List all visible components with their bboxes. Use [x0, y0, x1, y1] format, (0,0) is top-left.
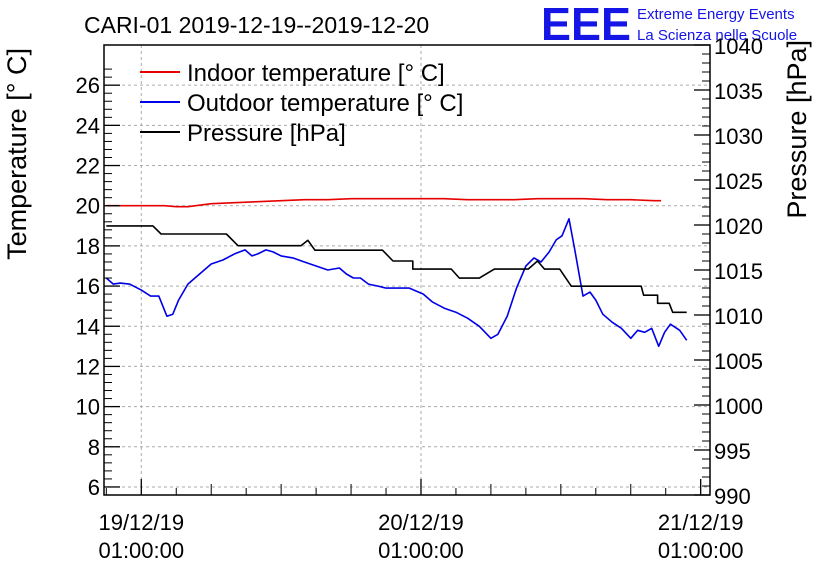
y-right-tick-label: 995 [714, 439, 751, 464]
y-left-tick-label: 16 [76, 274, 100, 299]
chart-title: CARI-01 2019-12-19--2019-12-20 [84, 12, 429, 38]
y-right-tick-label: 1015 [714, 259, 763, 284]
y-right-tick-label: 1030 [714, 124, 763, 149]
y-left-tick-label: 24 [76, 113, 100, 138]
y-left-tick-label: 26 [76, 73, 100, 98]
x-tick-time-label: 01:00:00 [98, 538, 184, 563]
y-right-tick-label: 1005 [714, 349, 763, 374]
legend-label-pressure: Pressure [hPa] [187, 120, 346, 147]
y-right-tick-label: 1040 [714, 34, 763, 59]
logo-line-2: La Scienza nelle Scuole [637, 27, 797, 44]
y-left-tick-label: 8 [88, 435, 100, 460]
logo-mark: EEE [541, 0, 631, 50]
grid-lines [104, 45, 710, 495]
x-tick-date-label: 19/12/19 [98, 510, 184, 535]
y-left-tick-label: 12 [76, 354, 100, 379]
y-right-tick-label: 1035 [714, 79, 763, 104]
legend-label-indoor: Indoor temperature [° C] [187, 60, 445, 87]
x-tick-time-label: 01:00:00 [378, 538, 464, 563]
y-right-tick-label: 1010 [714, 304, 763, 329]
pressure-line [106, 225, 687, 314]
legend-label-outdoor: Outdoor temperature [° C] [187, 90, 463, 117]
y-right-tick-label: 990 [714, 484, 751, 509]
y-left-tick-label: 22 [76, 154, 100, 179]
logo-line-1: Extreme Energy Events [637, 6, 795, 23]
x-tick-time-label: 01:00:00 [658, 538, 744, 563]
y-left-tick-label: 20 [76, 194, 100, 219]
y-right-tick-label: 1025 [714, 169, 763, 194]
y-left-tick-label: 6 [88, 475, 100, 500]
y-left-tick-label: 10 [76, 395, 100, 420]
outdoor-temperature-line [105, 218, 688, 348]
y-right-axis-label: Pressure [hPa] [782, 40, 812, 219]
eee-logo: EEE Extreme Energy Events La Scienza nel… [541, 0, 797, 50]
x-tick-date-label: 21/12/19 [658, 510, 744, 535]
y-right-tick-label: 1000 [714, 394, 763, 419]
indoor-temperature-line [106, 197, 662, 208]
y-left-tick-label: 14 [76, 314, 100, 339]
legend: Indoor temperature [° C] Outdoor tempera… [140, 60, 463, 147]
y-left-axis-label: Temperature [° C] [2, 48, 32, 260]
axis-ticks [104, 44, 710, 496]
x-tick-date-label: 20/12/19 [378, 510, 464, 535]
series-lines [105, 197, 688, 348]
y-left-tick-label: 18 [76, 234, 100, 259]
y-right-tick-label: 1020 [714, 214, 763, 239]
